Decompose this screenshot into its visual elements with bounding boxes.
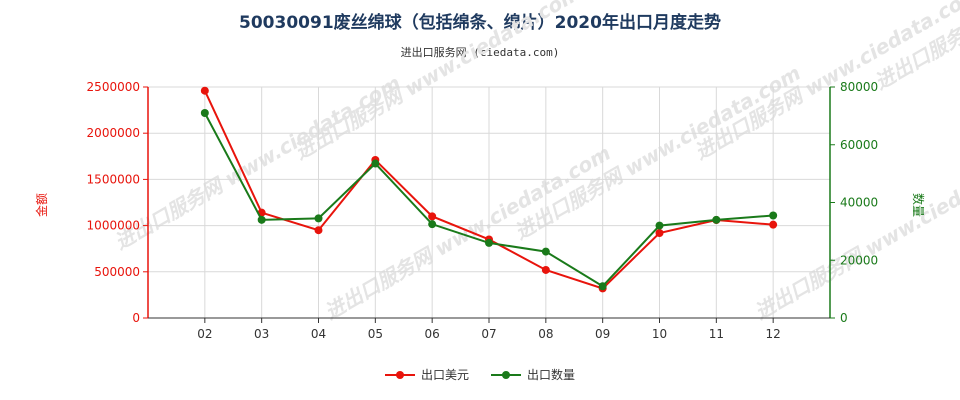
data-point-quantity <box>598 282 607 291</box>
data-point-quantity <box>769 211 778 220</box>
chart-subtitle: 进出口服务网 (ciedata.com) <box>400 46 560 59</box>
series-layer <box>200 86 778 293</box>
y-right-tick-label: 80000 <box>840 80 878 94</box>
x-tick-label: 08 <box>538 327 553 341</box>
x-tick-label: 05 <box>368 327 383 341</box>
x-tick-label: 07 <box>481 327 496 341</box>
data-point-value <box>428 212 437 221</box>
y-right-tick-label: 20000 <box>840 253 878 267</box>
legend-item-value[interactable]: 出口美元 <box>384 366 469 383</box>
y-right-tick-label: 0 <box>840 311 848 325</box>
data-point-value <box>769 220 778 229</box>
x-tick-label: 06 <box>425 327 440 341</box>
y-left-axis-title: 金额 <box>34 193 49 217</box>
data-point-value <box>314 226 323 235</box>
data-point-quantity <box>485 238 493 247</box>
y-left-tick-label: 1000000 <box>87 219 140 233</box>
y-left-tick-label: 2500000 <box>87 80 140 94</box>
x-tick-label: 12 <box>766 327 781 341</box>
axes: 0 500000 1000000 1500000 2000000 2500000 0 2000… <box>34 80 926 341</box>
data-point-quantity <box>712 215 721 224</box>
y-left-tick-label: 500000 <box>94 265 140 279</box>
data-point-quantity <box>371 159 380 168</box>
legend-swatch-value <box>384 369 415 381</box>
y-left-tick-label: 2000000 <box>87 126 140 140</box>
legend: 出口美元 出口数量 <box>0 366 960 383</box>
watermark-text: 进出口服务网 www.ciedata.com <box>691 0 960 164</box>
y-right-tick-label: 60000 <box>840 138 878 152</box>
x-tick-label: 04 <box>311 327 326 341</box>
data-point-quantity <box>655 221 664 230</box>
chart-title: 50030091废丝绵球（包括绵条、绵片）2020年出口月度走势 <box>239 13 721 33</box>
data-point-quantity <box>200 108 209 117</box>
watermark-text: 进出口服务网 www.ciedata.com <box>751 141 960 325</box>
x-tick-label: 09 <box>595 327 610 341</box>
data-point-quantity <box>314 214 323 223</box>
data-point-value <box>655 228 664 237</box>
legend-swatch-quantity <box>491 369 521 381</box>
x-tick-label: 02 <box>197 327 212 341</box>
watermark-text: 进出口服务网 www.ciedata.com <box>321 141 615 325</box>
x-tick-label: 03 <box>254 327 269 341</box>
legend-label-quantity: 出口数量 <box>527 368 576 382</box>
data-point-quantity <box>428 220 437 229</box>
legend-label-value: 出口美元 <box>420 368 469 382</box>
data-point-quantity <box>541 247 550 256</box>
y-right-tick-label: 40000 <box>840 196 878 210</box>
x-tick-label: 10 <box>652 327 667 341</box>
y-left-tick-label: 1500000 <box>87 172 140 186</box>
y-right-axis-title: 数量 <box>911 193 926 217</box>
legend-item-quantity[interactable]: 出口数量 <box>491 366 575 383</box>
watermark-text: 进出口服务网 www.ciedata.com <box>291 0 585 164</box>
data-point-value <box>541 265 550 274</box>
data-point-value <box>200 86 209 95</box>
y-left-tick-label: 0 <box>132 311 140 325</box>
data-point-quantity <box>257 215 266 224</box>
x-tick-label: 11 <box>709 327 724 341</box>
watermark-text: 进出口服务网 www.ciedata.com <box>111 71 405 255</box>
